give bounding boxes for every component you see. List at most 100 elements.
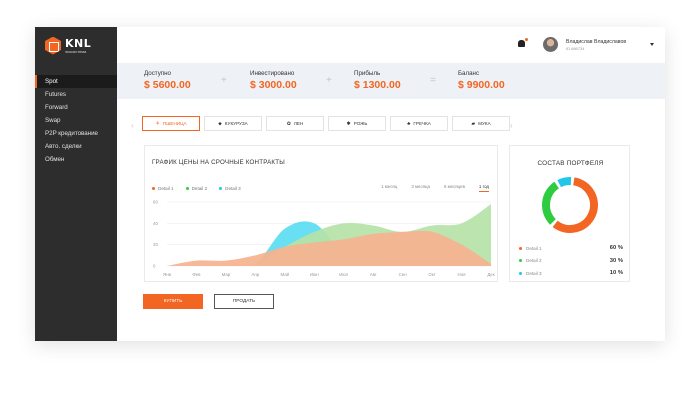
logo-hex-icon [45,36,61,55]
chevron-right-icon[interactable]: › [510,121,513,130]
tab-label: КУКУРУЗА [224,121,248,126]
sidebar-item-exchange[interactable]: Обмен [45,156,65,163]
portfolio-dot [519,246,522,250]
logo-title: KNL [65,36,92,50]
sidebar-item-p2p[interactable]: P2P кредитование [45,130,99,137]
flour-icon: ▰ [471,120,476,127]
rye-icon: ✱ [346,120,351,127]
tab-flax[interactable]: ✿ ЛЕН [266,116,324,131]
legend-dot [152,187,155,190]
stat-available-label: Доступно [144,70,172,77]
legend-dot [219,187,223,190]
legend-item[interactable]: Detail 3 [219,186,241,191]
legend-item[interactable]: Detail 2 [185,186,208,191]
tab-label: РОЖЬ [353,121,368,126]
x-tick-label: Мар [222,272,231,277]
sidebar-item-forward[interactable]: Forward [45,104,68,111]
area-series-1 [167,230,491,266]
portfolio-row: Detail 2 30 % [519,255,623,268]
stat-profit-label: Прибыль [354,70,381,77]
period-1-month[interactable]: 1 месяц [381,184,398,189]
header: Владислав Владиславов ID 686734 [117,27,665,63]
logo[interactable]: KNL экосистема [45,33,112,58]
tab-rye[interactable]: ✱ РОЖЬ [328,116,386,131]
portfolio-panel: СОСТАВ ПОРТФЕЛЯ Detail 1 60 % Detail 2 3… [509,145,630,282]
period-1-year[interactable]: 1 год [478,184,489,192]
stat-invested-label: Инвестировано [250,70,295,77]
stat-available-value: $ 5600.00 [144,79,191,91]
x-tick-label: Окт [428,272,435,277]
tab-wheat[interactable]: ⚘ ПШЕНИЦА [142,116,200,131]
price-chart-panel: ГРАФИК ЦЕНЫ НА СРОЧНЫЕ КОНТРАКТЫ Detail … [144,145,498,282]
sidebar-item-futures[interactable]: Futures [45,91,66,98]
legend-dot [185,187,189,190]
portfolio-value: 60 % [609,245,623,252]
tab-buckwheat[interactable]: ♣ ГРЕЧКА [390,116,448,131]
sidebar: KNL экосистема Spot Futures Forward Swap… [35,27,117,341]
stat-profit-value: $ 1300.00 [354,79,401,91]
portfolio-donut [542,177,598,233]
tab-label: ГРЕЧКА [413,121,431,126]
x-tick-label: Фев [192,272,201,277]
app-window: KNL экосистема Spot Futures Forward Swap… [35,27,665,341]
x-tick-label: Сен [399,272,408,277]
bell-icon[interactable] [518,40,525,47]
sidebar-item-auto-deals[interactable]: Авто. сделки [45,143,82,150]
donut-slice-1 [552,177,598,233]
buy-button[interactable]: КУПИТЬ [143,294,203,309]
corn-icon: ⬥ [218,120,222,127]
sidebar-item-swap[interactable]: Swap [45,117,61,124]
tab-label: ЛЕН [293,121,304,126]
legend-label: Detail 3 [225,186,241,191]
x-tick-label: Июл [339,272,348,277]
y-tick-label: 20 [153,242,158,247]
x-tick-label: Апр [251,272,259,277]
portfolio-dot [519,259,522,263]
portfolio-row: Detail 3 10 % [519,267,623,280]
tab-label: МУКА [478,121,491,126]
chart-legend: Detail 1 Detail 2 Detail 3 [152,186,241,191]
x-tick-label: Авг [370,272,377,277]
legend-label: Detail 2 [191,186,208,191]
legend-item[interactable]: Detail 1 [152,186,174,191]
wheat-icon: ⚘ [155,120,160,127]
chart-title: ГРАФИК ЦЕНЫ НА СРОЧНЫЕ КОНТРАКТЫ [152,159,285,166]
stat-invested-value: $ 3000.00 [250,79,297,91]
sell-button[interactable]: ПРОДАТЬ [214,294,274,309]
portfolio-label: Detail 2 [526,258,542,264]
portfolio-value: 10 % [609,270,623,277]
avatar[interactable] [543,37,558,52]
sidebar-menu: Spot Futures Forward Swap P2P кредитован… [35,75,117,166]
portfolio-title: СОСТАВ ПОРТФЕЛЯ [537,160,604,167]
chevron-left-icon[interactable]: ‹ [131,121,134,130]
tab-flour[interactable]: ▰ МУКА [452,116,510,131]
x-tick-label: Ноя [458,272,467,277]
stat-balance-label: Баланс [458,70,480,77]
period-6-months[interactable]: 6 месяцев [443,184,465,189]
area-chart: 0 20 40 60 Янв Фев Мар Апр Май Июн Июл Авг Сен Окт Ноя… [153,200,495,278]
portfolio-label: Detail 3 [526,270,542,276]
stat-balance-value: $ 9900.00 [458,79,505,91]
tab-label: ПШЕНИЦА [162,121,187,126]
period-selector: 1 месяц 3 месяца 6 месяцев 1 год [381,184,489,192]
x-tick-label: Янв [163,272,172,277]
donut-slice-2 [542,181,560,225]
flax-icon: ✿ [286,120,291,127]
plus-icon: + [326,75,332,86]
logo-subtitle: экосистема [65,48,87,54]
y-tick-label: 60 [153,200,158,205]
period-3-months[interactable]: 3 месяца [411,184,430,189]
user-name: Владислав Владиславов [566,39,627,45]
portfolio-label: Detail 1 [526,245,542,251]
legend-label: Detail 1 [158,186,174,191]
user-id: ID 686734 [566,46,585,51]
chevron-down-icon[interactable] [650,43,654,46]
notification-dot [525,38,528,41]
buckwheat-icon: ♣ [407,120,411,127]
sidebar-item-spot[interactable]: Spot [35,75,117,88]
portfolio-row: Detail 1 60 % [519,242,623,255]
y-tick-label: 0 [153,264,156,269]
tab-corn[interactable]: ⬥ КУКУРУЗА [204,116,262,131]
portfolio-value: 30 % [609,257,623,264]
stats-bar: Доступно $ 5600.00 + Инвестировано $ 300… [117,63,665,99]
